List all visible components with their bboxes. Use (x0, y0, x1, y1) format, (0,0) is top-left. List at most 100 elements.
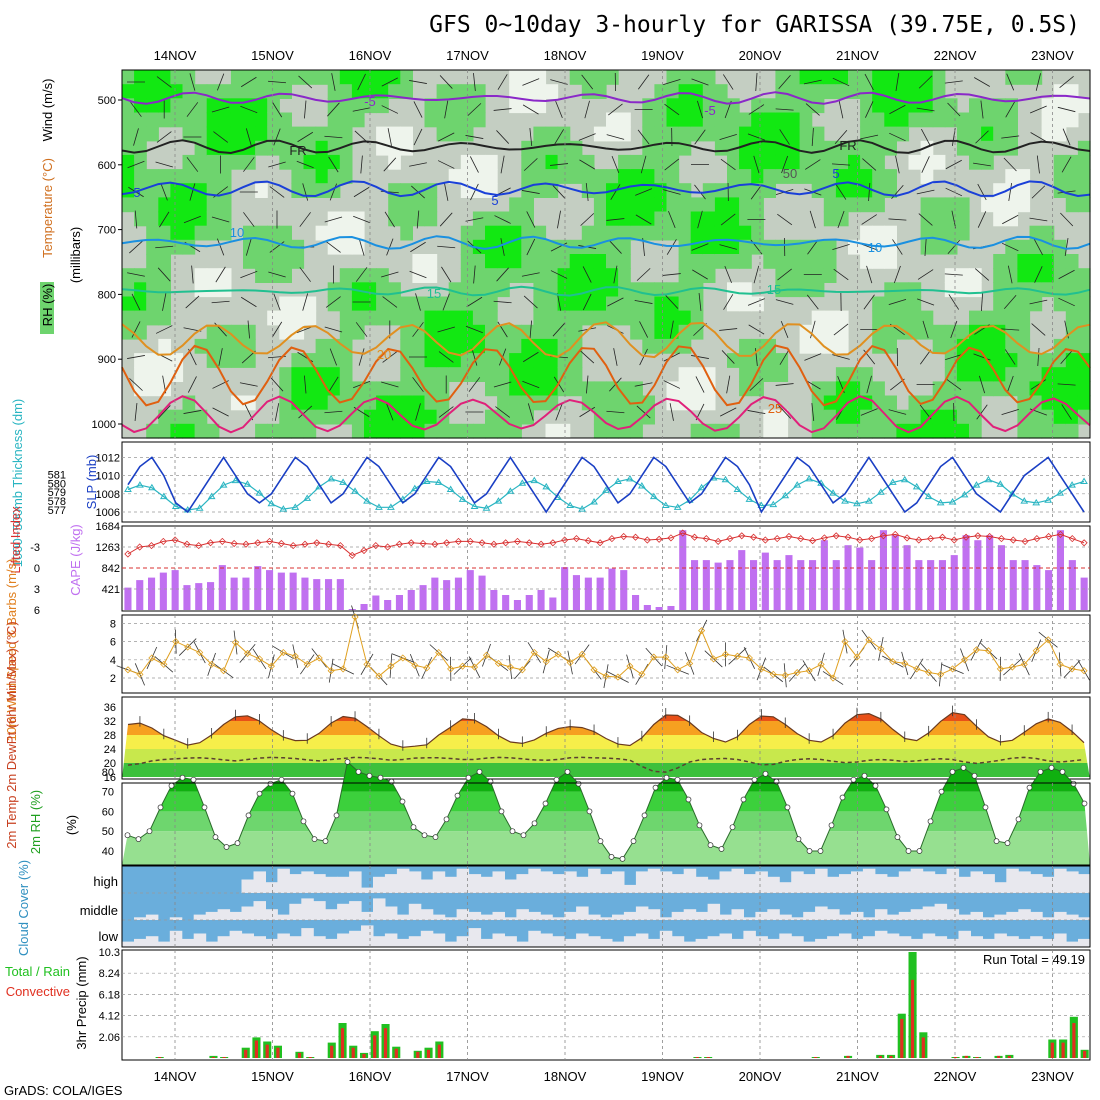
precip-convective-bar (910, 979, 915, 1058)
isotherm-label: 20 (377, 347, 391, 362)
rh-cell (581, 169, 595, 184)
rh-cell (243, 126, 256, 142)
wind-barb (1029, 299, 1048, 305)
rh-cell (835, 338, 849, 354)
rh-cell (206, 282, 220, 298)
rh-point (410, 824, 417, 831)
cloud-cell (767, 909, 780, 920)
lifted-index-point (395, 540, 403, 548)
rh-cell (351, 395, 365, 411)
rh-point (597, 838, 604, 844)
wind-barb (243, 157, 255, 172)
pressure-tick-label: 600 (98, 160, 116, 172)
cloud-cell (265, 882, 278, 893)
rh-cell (606, 268, 619, 283)
rh-cell (339, 310, 353, 326)
precip-total-bar (209, 1055, 218, 1058)
wind-barb (639, 348, 648, 366)
panel-frame (121, 782, 1091, 866)
rh-cell (654, 324, 668, 340)
thickness-point (422, 477, 431, 485)
rh2m-axis-label: 2m RH (%) (28, 790, 43, 854)
rh-cell (775, 367, 789, 382)
rh-cell (400, 296, 413, 312)
cloud-cell (612, 914, 625, 920)
wind-barb (1005, 101, 1016, 118)
rh-cell (327, 154, 341, 170)
rh-cell (956, 324, 970, 340)
wind-barb (555, 101, 563, 118)
precip-convective-bar (383, 1028, 388, 1058)
rh-cell (848, 381, 861, 397)
rh-cell (1077, 296, 1091, 312)
wind-speed-point (745, 654, 753, 662)
rh-cell (799, 154, 813, 170)
rh-cell (497, 254, 510, 269)
cape-bar (336, 579, 344, 610)
rh2m-unit-label: (%) (64, 815, 79, 835)
thickness-point (805, 474, 814, 482)
rh-cell (1029, 409, 1043, 425)
cloud-cell (349, 901, 362, 920)
rh-cell (569, 381, 583, 397)
rh-cell (860, 197, 873, 213)
top-date-label: 20NOV (739, 48, 782, 63)
rh-legend-label: RH (%) (40, 284, 55, 327)
rh-point (707, 842, 714, 848)
rh-cell (351, 112, 365, 128)
rh-cell (920, 112, 934, 128)
top-date-label: 18NOV (544, 48, 587, 63)
lifted-index-point (1033, 535, 1041, 543)
rh-line (127, 760, 1085, 860)
rh-cell (581, 84, 595, 99)
rh-cell (327, 296, 341, 312)
rh-cell (1029, 225, 1043, 241)
cloud-cell (803, 874, 816, 893)
rh-cell (448, 169, 462, 184)
thickness-point (387, 503, 395, 510)
lifted-index-point (147, 542, 156, 550)
cloud-cell (1054, 933, 1067, 947)
rh-cell (618, 197, 631, 213)
rh-cell (775, 254, 789, 269)
rh-cell (557, 296, 571, 312)
rh-cell (969, 367, 982, 382)
wind-barb (666, 239, 677, 255)
rh-cell (969, 310, 982, 326)
rh-cell (1005, 140, 1018, 156)
cape-bar (655, 607, 663, 610)
temp-tick-label: 24 (104, 744, 116, 756)
rh-cell (424, 112, 438, 128)
lifted-index-point (124, 550, 132, 558)
rh-cell (267, 423, 280, 439)
wind-barb (1003, 294, 1017, 310)
rh-cell (739, 154, 752, 170)
temp-band (122, 763, 1090, 777)
rh-cell (630, 169, 643, 184)
rh-cell (521, 254, 534, 269)
rh-cell (823, 239, 837, 255)
rh-cell (860, 367, 873, 382)
cloud-cell (349, 871, 362, 893)
rh-cell (848, 169, 861, 184)
rh-cell (690, 310, 704, 326)
rh-cell (158, 112, 171, 128)
rh-cell (122, 268, 135, 283)
rh-cell (194, 282, 208, 298)
rh-cell (545, 310, 559, 326)
rh-cell (485, 367, 498, 382)
rh-cell (1053, 98, 1067, 114)
rh-cell (351, 211, 365, 227)
cloud-cell (540, 914, 553, 920)
rh-cell (969, 381, 982, 397)
thickness-point (530, 476, 539, 484)
rh-cell (569, 367, 583, 382)
rh-cell (920, 211, 934, 227)
rh-cell (194, 409, 208, 425)
precip-convective-bar (975, 1057, 979, 1058)
rh-cell (182, 126, 196, 142)
rh-cell (170, 225, 184, 241)
rh-cell (823, 338, 837, 354)
rh-cell (751, 169, 764, 184)
